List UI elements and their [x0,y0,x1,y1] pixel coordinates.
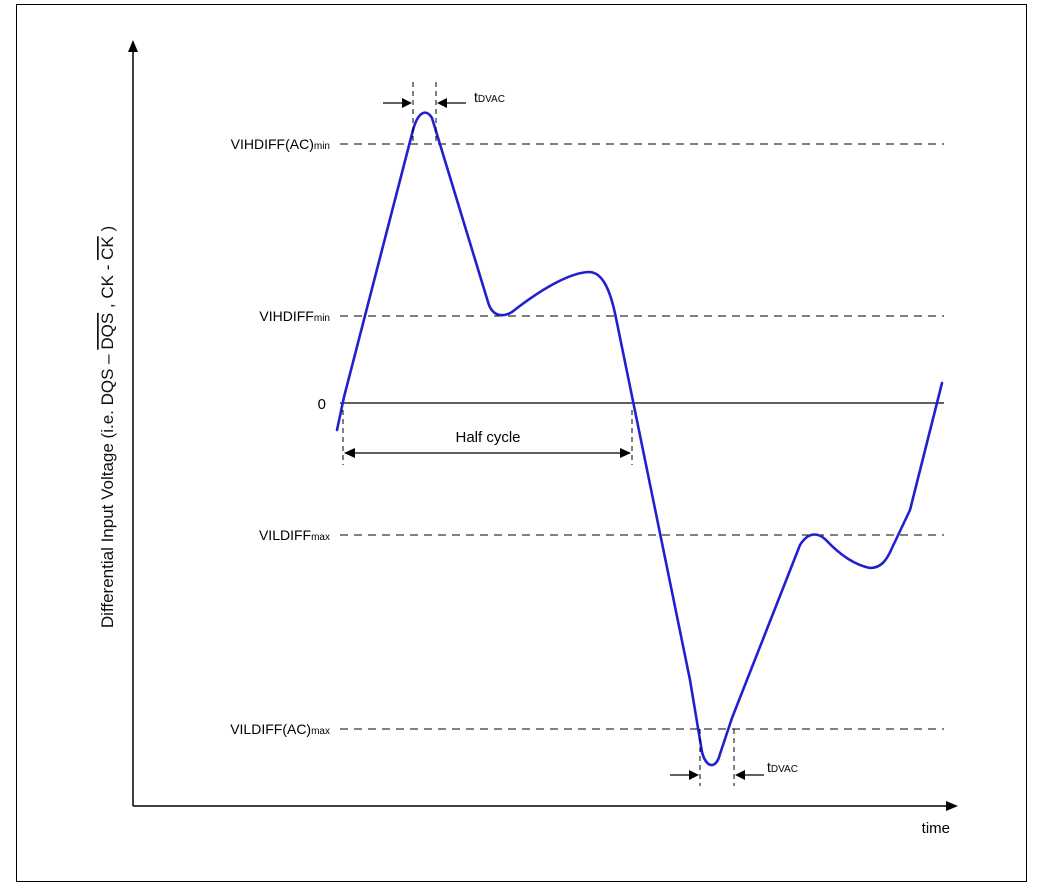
tdvac-bottom-label: tDVAC [767,759,798,775]
level-label-vihdiff-min: VIHDIFFmin [259,308,330,324]
svg-text:Differential Input Voltage (i.: Differential Input Voltage (i.e. DQS – D… [98,226,117,628]
half-cycle-arrowhead-right [620,448,631,458]
level-label-vihdiff-ac-min: VIHDIFF(AC)min [231,136,330,152]
half-cycle-arrowhead-left [344,448,355,458]
tdvac-bottom-arrowhead-right [735,770,745,780]
y-axis-arrow [128,40,138,52]
level-label-vildiff-max: VILDIFFmax [259,527,330,543]
tdvac-top-arrowhead-right [437,98,447,108]
dqs-bar-text: DQS [98,313,117,350]
x-axis-arrow [946,801,958,811]
tdvac-top-arrowhead-left [402,98,412,108]
y-axis-label: Differential Input Voltage (i.e. DQS – D… [98,226,117,628]
ck-bar-text: CK [98,236,117,260]
differential-waveform [335,111,944,767]
tdvac-bottom-arrowhead-left [689,770,699,780]
tdvac-top-label: tDVAC [474,89,505,105]
half-cycle-label: Half cycle [455,429,520,446]
x-axis-label: time [922,820,950,837]
level-label-vildiff-ac-max: VILDIFF(AC)max [230,721,330,737]
diagram-frame [16,4,1027,882]
zero-label: 0 [318,396,326,413]
